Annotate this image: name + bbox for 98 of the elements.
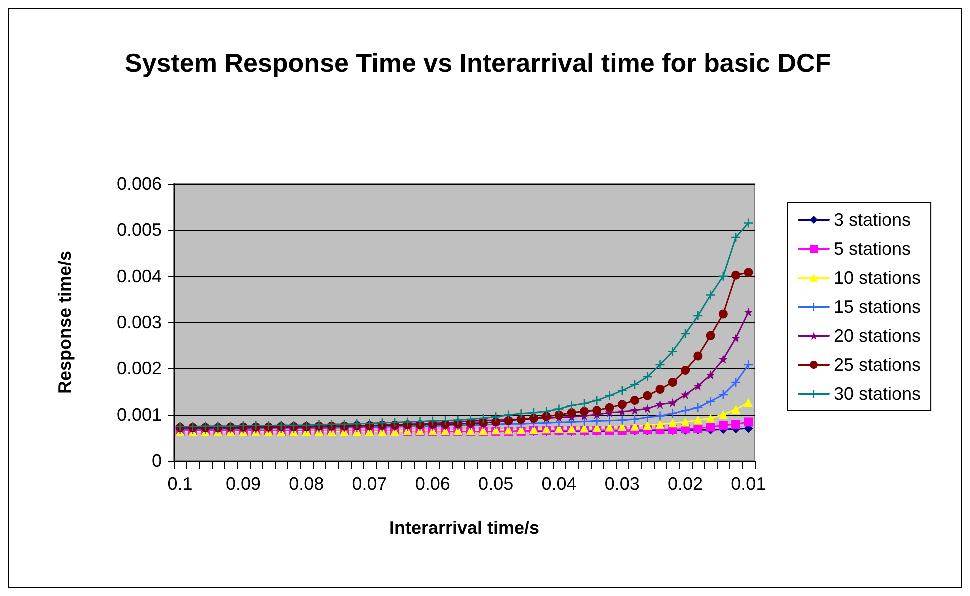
y-tick-label: 0.002 <box>116 358 162 379</box>
point <box>706 414 716 424</box>
point <box>744 398 754 408</box>
y-tick-label: 0.005 <box>116 220 162 240</box>
x-tick-label: 0.06 <box>415 474 450 494</box>
point <box>567 401 576 410</box>
point <box>580 399 589 408</box>
point <box>656 420 665 430</box>
point <box>630 396 640 406</box>
point <box>592 406 602 416</box>
legend-label: 3 stations <box>834 210 912 230</box>
point <box>694 403 703 412</box>
point <box>403 418 412 427</box>
point <box>744 218 754 228</box>
point <box>504 410 514 420</box>
point <box>580 424 589 433</box>
point <box>718 420 728 430</box>
y-axis-title: Response time/s <box>55 250 75 394</box>
point <box>416 417 425 426</box>
point <box>567 408 576 418</box>
point <box>744 418 754 427</box>
point <box>681 366 690 376</box>
point <box>630 380 640 390</box>
y-tick-label: 0.003 <box>116 312 162 332</box>
x-tick-label: 0.08 <box>289 474 324 494</box>
point <box>694 352 703 361</box>
point <box>694 382 703 391</box>
point <box>681 406 690 416</box>
legend-label: 15 stations <box>834 297 922 317</box>
point <box>668 398 678 408</box>
point <box>554 410 564 420</box>
point <box>618 416 627 425</box>
legend-label: 10 stations <box>834 268 922 288</box>
point <box>706 331 716 340</box>
y-tick-label: 0.004 <box>116 266 162 286</box>
x-tick-label: 0.04 <box>542 474 577 494</box>
point <box>681 390 690 400</box>
point <box>618 386 627 396</box>
point <box>732 405 741 414</box>
point <box>706 396 716 406</box>
point <box>668 418 678 428</box>
point <box>441 416 450 426</box>
x-tick-label: 0.03 <box>604 474 640 494</box>
point <box>656 384 665 394</box>
point <box>744 308 754 317</box>
legend-label: 5 stations <box>834 239 912 259</box>
point <box>694 416 703 425</box>
point <box>694 312 703 321</box>
point <box>681 418 690 427</box>
point <box>718 354 728 364</box>
point <box>605 422 614 432</box>
point <box>643 413 652 422</box>
legend-label: 30 stations <box>834 384 922 404</box>
point <box>554 404 564 414</box>
point <box>718 410 728 420</box>
point <box>516 409 526 418</box>
x-tick-label: 0.01 <box>731 474 766 494</box>
point <box>554 424 564 434</box>
chart-title: System Response Time vs Interarrival time for basic DCF <box>125 48 832 78</box>
point <box>605 403 614 412</box>
point <box>656 412 665 421</box>
point <box>605 416 614 426</box>
y-tick-label: 0.001 <box>116 404 162 425</box>
point <box>618 400 627 410</box>
point <box>744 268 754 278</box>
legend-label: 20 stations <box>834 326 922 346</box>
x-tick-label: 0.02 <box>668 474 704 494</box>
point <box>718 272 728 281</box>
point <box>428 416 438 426</box>
point <box>643 404 652 414</box>
point <box>706 422 716 432</box>
point <box>706 370 716 380</box>
point <box>668 378 678 388</box>
point <box>643 420 652 430</box>
point <box>390 418 400 428</box>
y-tick-label: 0.006 <box>116 174 162 194</box>
point <box>643 391 652 400</box>
point <box>592 416 602 426</box>
x-tick-label: 0.07 <box>352 474 388 494</box>
point <box>592 423 602 432</box>
point <box>732 420 741 430</box>
point <box>656 360 665 370</box>
x-tick-label: 0.05 <box>478 474 514 494</box>
point <box>605 391 614 400</box>
point <box>732 334 741 343</box>
y-tick-label: 0 <box>152 451 162 471</box>
point <box>718 310 728 319</box>
point <box>744 360 754 370</box>
legend-label: 25 stations <box>834 355 922 375</box>
point <box>706 290 716 300</box>
point <box>643 372 652 382</box>
point <box>618 422 627 432</box>
x-tick-label: 0.09 <box>226 474 261 494</box>
x-axis-title: Interarrival time/s <box>389 518 540 538</box>
point <box>492 412 501 422</box>
point <box>732 270 741 280</box>
x-tick-label: 0.1 <box>168 474 193 494</box>
point <box>580 407 589 416</box>
